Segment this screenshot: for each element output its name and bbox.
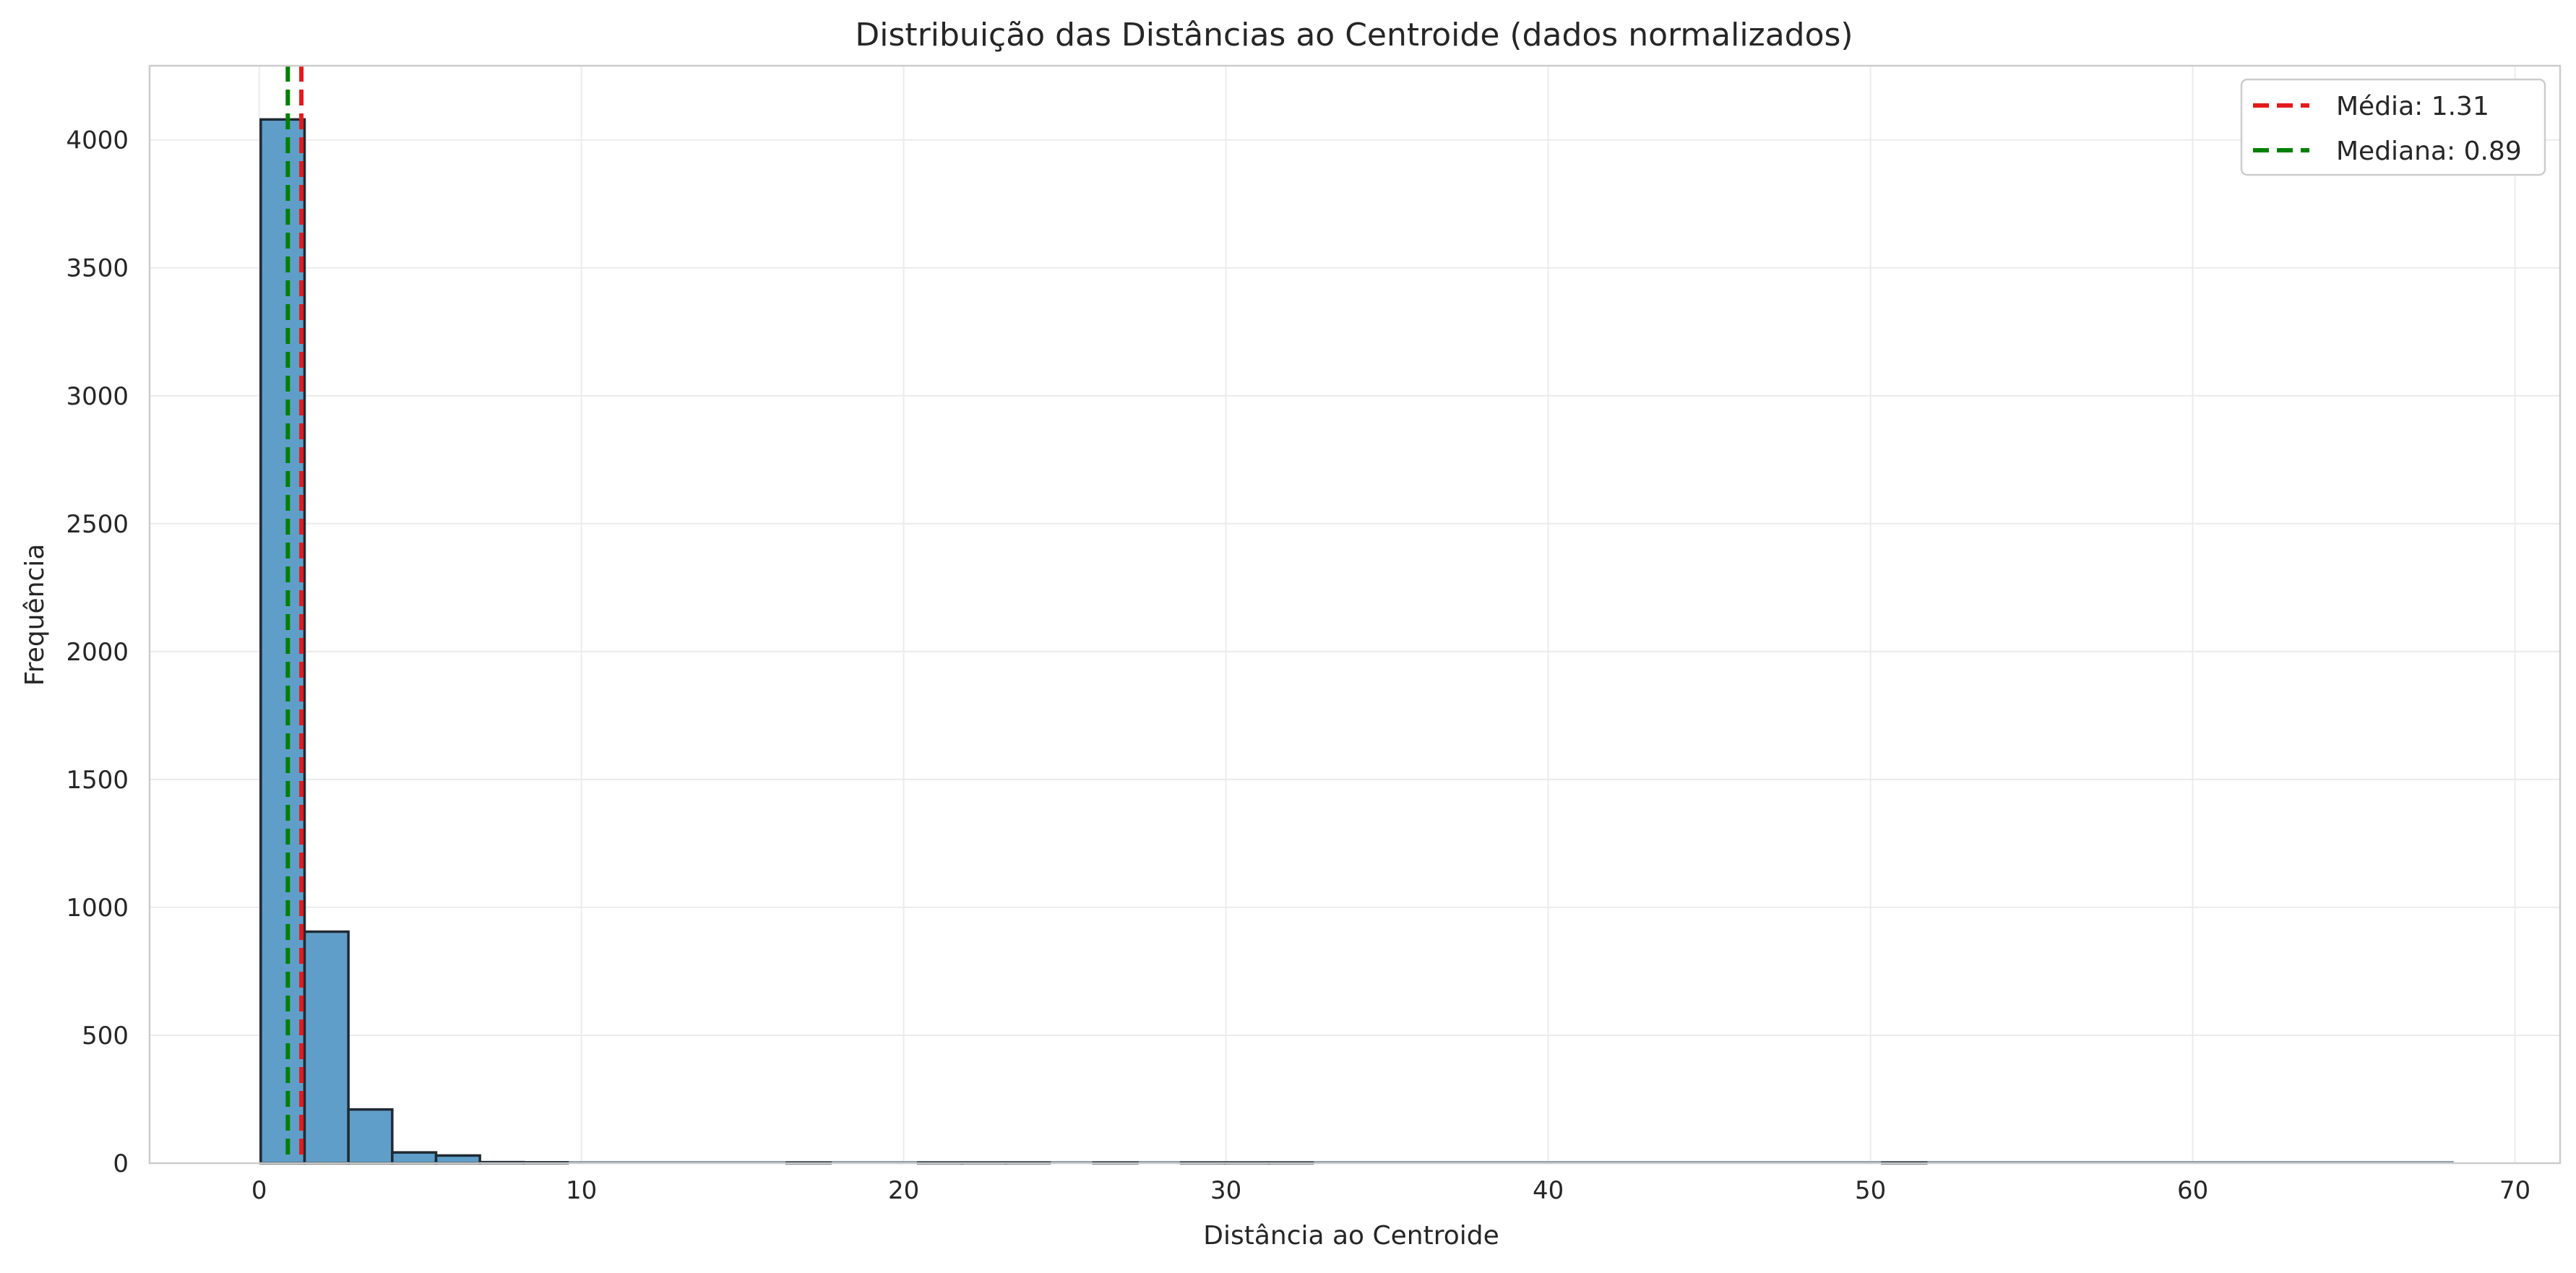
y-tick-label: 4000 <box>66 126 129 155</box>
legend: Média: 1.31 Mediana: 0.89 <box>2240 78 2546 176</box>
y-tick-label: 500 <box>82 1022 129 1050</box>
y-tick-label: 2000 <box>66 638 129 667</box>
chart-title: Distribuição das Distâncias ao Centroide… <box>855 17 1853 53</box>
legend-label-median: Mediana: 0.89 <box>2336 137 2522 166</box>
histogram-bar <box>259 118 306 1165</box>
histogram-bar <box>434 1154 481 1165</box>
x-tick-label: 30 <box>1210 1176 1241 1205</box>
x-tick-label: 40 <box>1533 1176 1564 1205</box>
reference-lines-layer <box>285 66 304 1163</box>
histogram-bar <box>303 930 350 1165</box>
legend-label-mean: Média: 1.31 <box>2336 92 2489 121</box>
x-tick-label: 60 <box>2177 1176 2208 1205</box>
bars-layer <box>259 118 2454 1165</box>
histogram-bar <box>391 1151 438 1165</box>
y-tick-label: 3000 <box>66 382 129 411</box>
y-axis-label: Frequência <box>20 544 50 686</box>
y-tick-label: 1000 <box>66 894 129 923</box>
y-tick-label: 3500 <box>66 254 129 283</box>
y-tick-label: 0 <box>113 1149 129 1178</box>
x-tick-label: 70 <box>2499 1176 2530 1205</box>
x-axis-label: Distância ao Centroide <box>1203 1221 1499 1251</box>
grid-layer <box>150 66 2560 1164</box>
legend-items: Média: 1.31 Mediana: 0.89 <box>2253 92 2522 166</box>
x-tick-label: 0 <box>251 1176 267 1205</box>
y-tick-labels: 0 500 1000 1500 2000 2500 3000 3500 4000 <box>66 126 129 1178</box>
x-tick-labels: 0 10 20 30 40 50 60 70 <box>251 1176 2530 1205</box>
histogram-bar <box>347 1108 394 1165</box>
x-tick-label: 10 <box>566 1176 597 1205</box>
y-tick-label: 2500 <box>66 510 129 539</box>
legend-box <box>2240 78 2546 176</box>
y-tick-label: 1500 <box>66 766 129 795</box>
x-tick-label: 20 <box>888 1176 919 1205</box>
x-tick-label: 50 <box>1855 1176 1886 1205</box>
plot-area-frame <box>148 64 2562 1165</box>
